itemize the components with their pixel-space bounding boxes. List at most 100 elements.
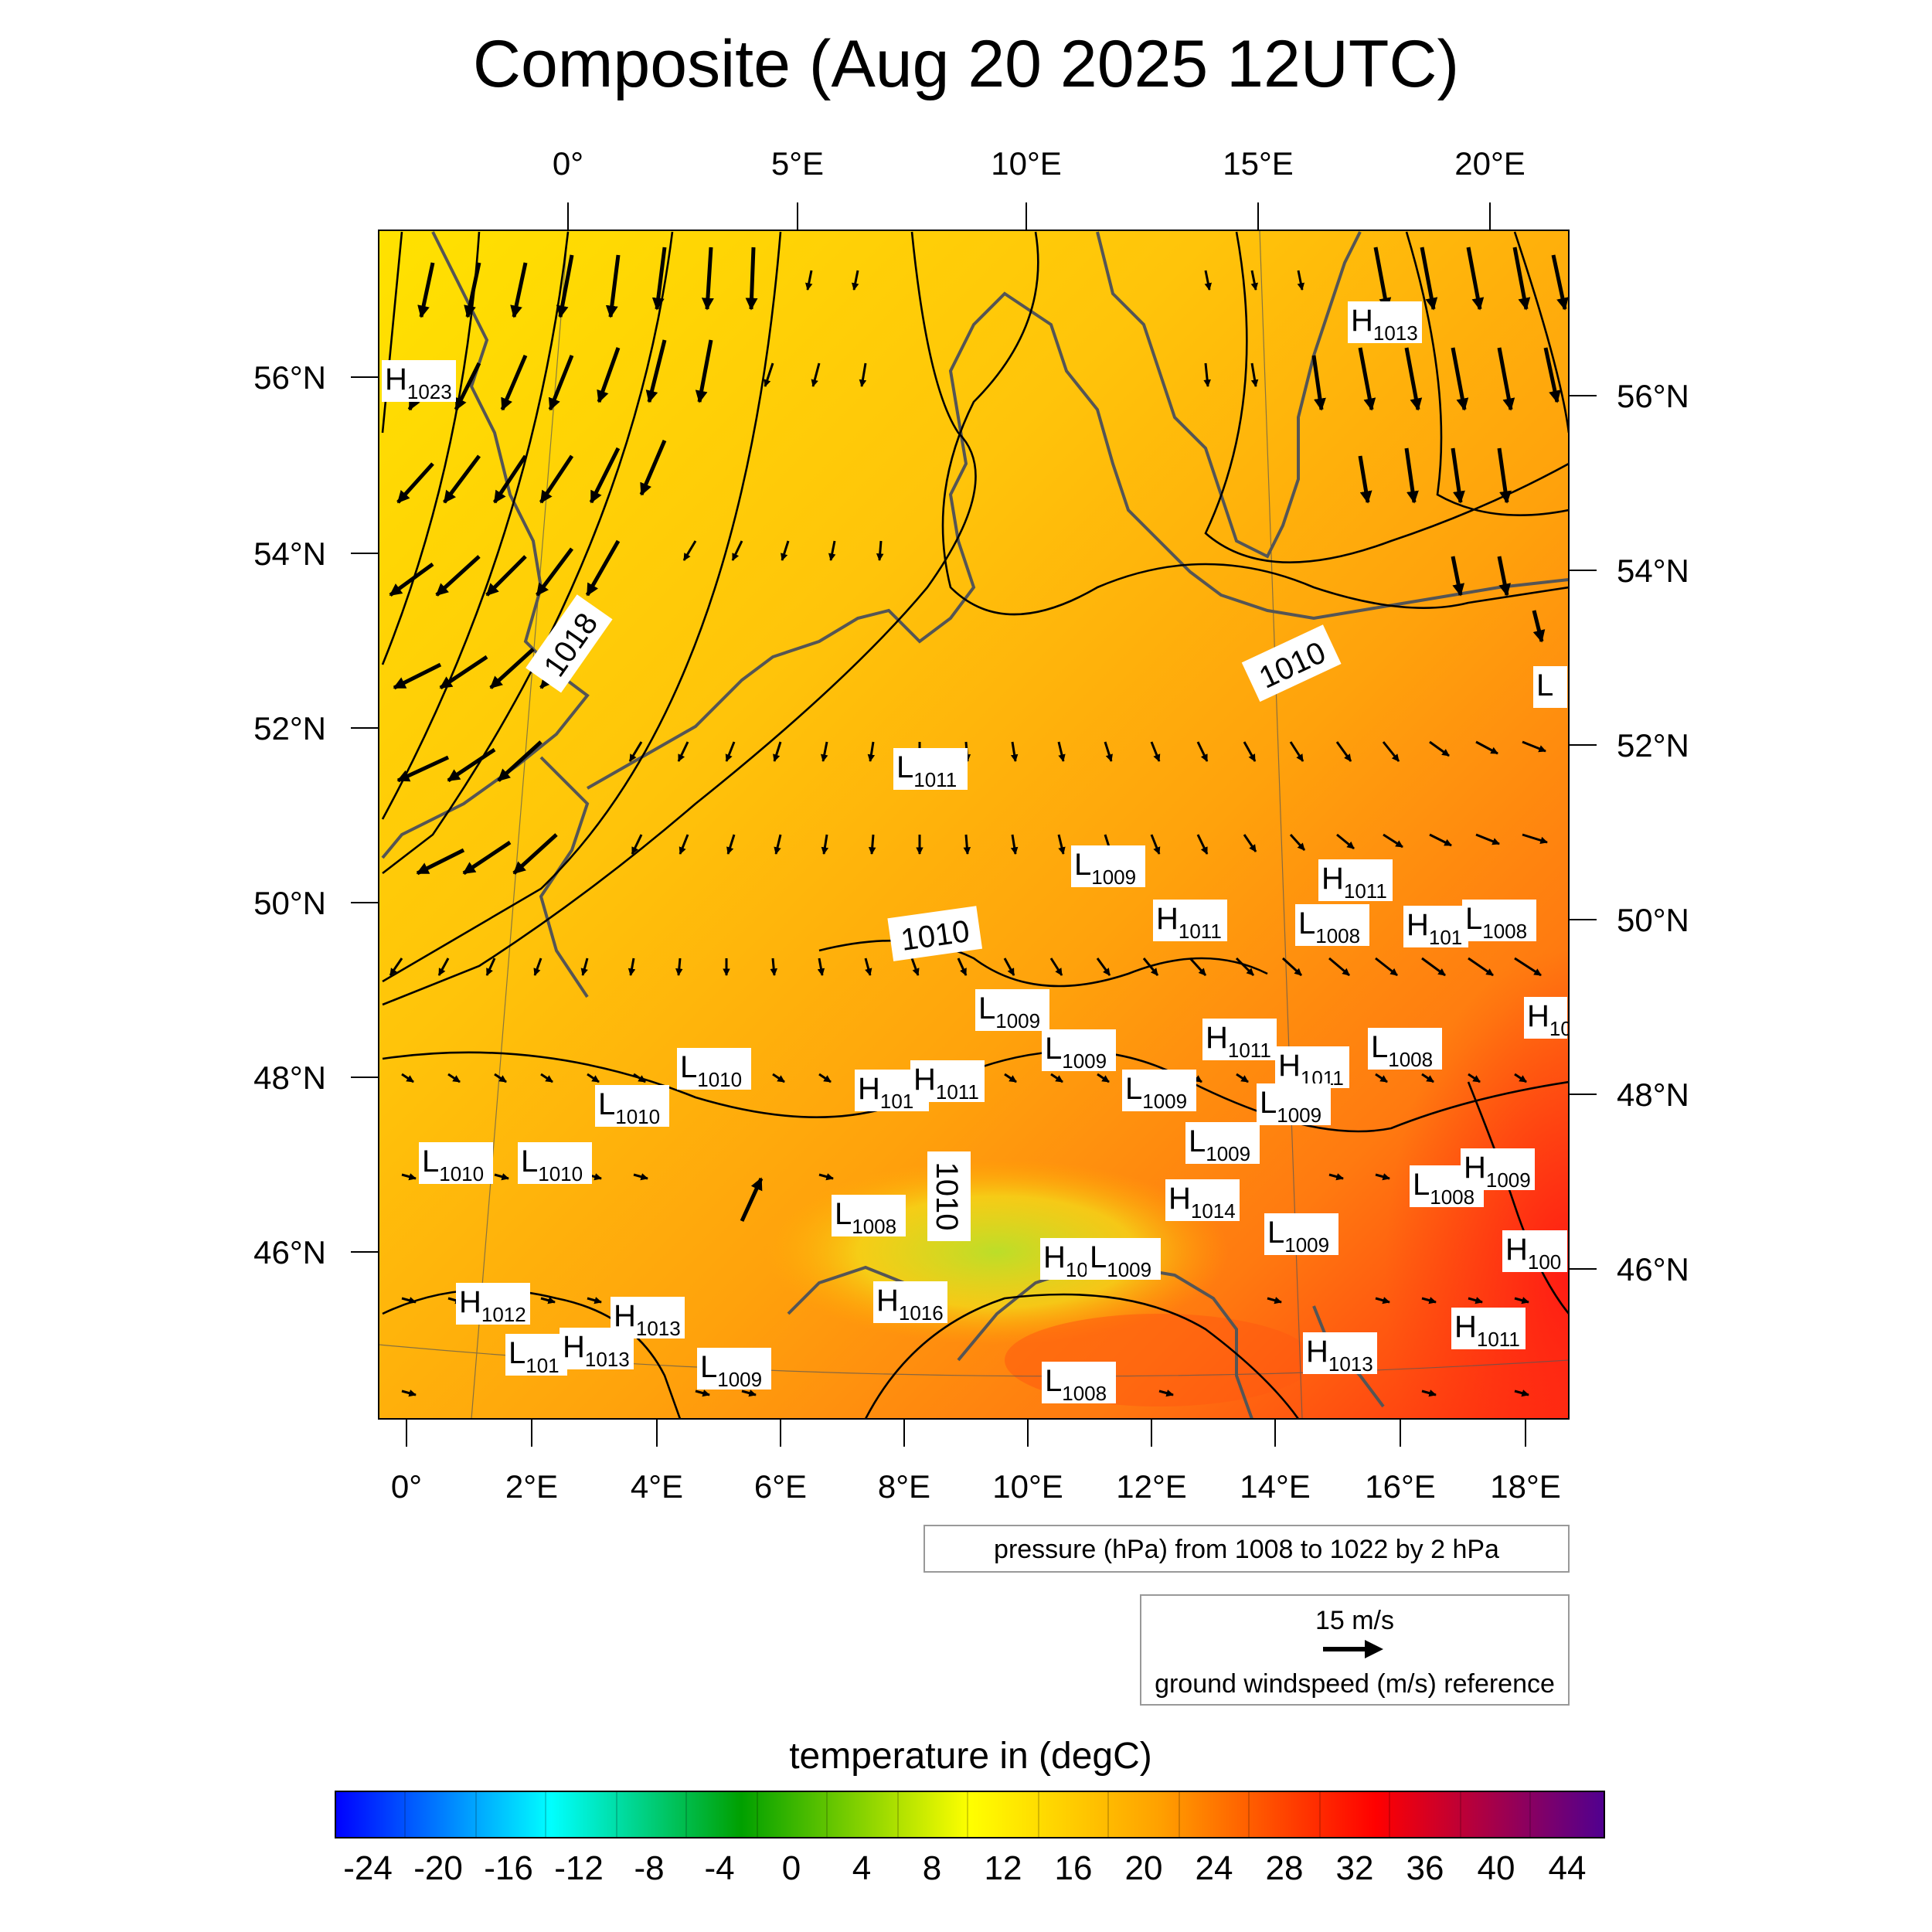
pressure-center: L1008 (1462, 900, 1536, 943)
lat-label: 46°N (1617, 1251, 1689, 1287)
svg-text:H10: H10 (1043, 1240, 1088, 1281)
svg-text:H1023: H1023 (385, 362, 452, 403)
colorbar-tick: -20 (413, 1849, 463, 1887)
pressure-center: H1023 (382, 360, 456, 403)
pressure-center: H1013 (1303, 1332, 1377, 1376)
svg-text:H1011: H1011 (1321, 862, 1387, 903)
pressure-center: L1008 (1295, 904, 1369, 947)
svg-text:H10: H10 (1527, 999, 1572, 1040)
colorbar-tick: 28 (1266, 1849, 1304, 1887)
pressure-center: H1011 (1275, 1046, 1349, 1090)
svg-text:L1008: L1008 (1371, 1030, 1433, 1071)
lon-label: 8°E (878, 1468, 930, 1505)
pressure-center: H1011 (1202, 1019, 1277, 1062)
pressure-center: L1009 (975, 989, 1049, 1032)
wind-reference-label: ground windspeed (m/s) reference (1155, 1669, 1555, 1699)
lon-label: 10°E (992, 1468, 1063, 1505)
colorbar-scale (335, 1791, 1605, 1838)
colorbar-tick: 40 (1478, 1849, 1515, 1887)
pressure-center: L1010 (595, 1085, 669, 1128)
svg-text:L1008: L1008 (835, 1197, 896, 1238)
svg-text:H101: H101 (1406, 908, 1462, 949)
colorbar-tick: 24 (1196, 1849, 1233, 1887)
svg-text:L101: L101 (509, 1336, 560, 1377)
pressure-center: H1011 (910, 1060, 985, 1104)
colorbar-tick: 16 (1055, 1849, 1093, 1887)
svg-text:H1011: H1011 (913, 1063, 979, 1104)
lat-label: 46°N (253, 1234, 326, 1270)
colorbar-tick: -12 (554, 1849, 604, 1887)
svg-text:L1009: L1009 (1189, 1124, 1250, 1165)
lon-label: 20°E (1454, 145, 1526, 182)
pressure-center: L1010 (419, 1142, 493, 1185)
lat-label: 52°N (253, 710, 326, 747)
pressure-center: H10 (1524, 997, 1572, 1040)
svg-text:H1011: H1011 (1454, 1310, 1520, 1351)
svg-text:L1010: L1010 (422, 1145, 484, 1185)
svg-text:L1011: L1011 (896, 750, 957, 791)
colorbar-tick: -24 (343, 1849, 393, 1887)
pressure-center: L1008 (1368, 1028, 1442, 1071)
svg-text:1010: 1010 (930, 1162, 964, 1231)
svg-text:H1012: H1012 (459, 1285, 526, 1326)
map-border (378, 230, 1570, 1420)
svg-text:H1014: H1014 (1168, 1182, 1236, 1223)
pressure-center: L1010 (677, 1048, 751, 1091)
pressure-center: L1009 (1042, 1029, 1116, 1073)
svg-text:L1008: L1008 (1045, 1364, 1107, 1405)
pressure-center: H1013 (560, 1328, 634, 1371)
pressure-center: L1009 (1087, 1238, 1161, 1281)
lat-label: 56°N (1617, 378, 1689, 414)
pressure-center: H100 (1502, 1230, 1567, 1274)
lon-label: 0° (391, 1468, 422, 1505)
svg-text:L1009: L1009 (700, 1350, 762, 1391)
pressure-center: H1016 (873, 1281, 947, 1325)
colorbar-tick: 12 (985, 1849, 1022, 1887)
colorbar-tick: 8 (923, 1849, 941, 1887)
lat-label: 50°N (1617, 902, 1689, 938)
colorbar-tick: -8 (634, 1849, 664, 1887)
lat-label: 48°N (253, 1060, 326, 1096)
pressure-center: L1008 (1042, 1362, 1116, 1405)
pressure-centers: H1023 H1013 L L1011 L1009 H1011 H1011 L1… (382, 301, 1572, 1405)
wind-reference-arrow (1323, 1640, 1383, 1658)
svg-text:L1009: L1009 (1074, 848, 1136, 889)
svg-text:L1009: L1009 (978, 992, 1040, 1032)
right-lat-labels: 56°N 54°N 52°N 50°N 48°N 46°N (1617, 378, 1689, 1287)
colorbar-tick: 36 (1406, 1849, 1444, 1887)
top-lon-labels: 0° 5°E 10°E 15°E 20°E (553, 145, 1526, 182)
pressure-center: H1014 (1165, 1179, 1240, 1223)
svg-text:L1009: L1009 (1267, 1216, 1329, 1257)
colorbar-ticks: -24 -20 -16 -12 -8 -4 0 4 8 12 16 20 24 … (343, 1849, 1586, 1887)
pressure-center: L1009 (1264, 1213, 1338, 1257)
pressure-center: H1012 (456, 1283, 530, 1326)
lat-label: 50°N (253, 885, 326, 921)
bottom-lon-labels: 0° 2°E 4°E 6°E 8°E 10°E 12°E 14°E 16°E 1… (391, 1468, 1561, 1505)
pressure-center: H1011 (1451, 1308, 1526, 1351)
pressure-center: H10 (1040, 1238, 1088, 1281)
contour-labels: 1018 1010 1010 1010 (526, 594, 1342, 1241)
lon-label: 15°E (1223, 145, 1294, 182)
svg-text:H1016: H1016 (876, 1284, 944, 1325)
lat-label: 54°N (1617, 553, 1689, 589)
lon-label: 2°E (505, 1468, 558, 1505)
svg-text:H101: H101 (858, 1072, 913, 1113)
svg-text:L1010: L1010 (598, 1087, 660, 1128)
pressure-center: L1009 (1122, 1070, 1196, 1113)
lat-label: 54°N (253, 536, 326, 572)
svg-text:H1013: H1013 (1306, 1335, 1373, 1376)
pressure-center: H101 (1403, 906, 1468, 949)
pressure-center: H1011 (1153, 900, 1227, 943)
left-lat-labels: 56°N 54°N 52°N 50°N 48°N 46°N (253, 359, 326, 1270)
svg-text:H1011: H1011 (1206, 1021, 1271, 1062)
pressure-center: L (1533, 666, 1567, 708)
svg-text:L1009: L1009 (1125, 1072, 1187, 1113)
map-title: Composite (Aug 20 2025 12UTC) (473, 27, 1459, 101)
lat-label: 56°N (253, 359, 326, 396)
svg-text:L1008: L1008 (1465, 902, 1527, 943)
pressure-legend: pressure (hPa) from 1008 to 1022 by 2 hP… (923, 1525, 1570, 1573)
svg-text:L1009: L1009 (1090, 1240, 1151, 1281)
contour-label: 1010 (927, 1151, 971, 1241)
colorbar-tick: -16 (484, 1849, 533, 1887)
